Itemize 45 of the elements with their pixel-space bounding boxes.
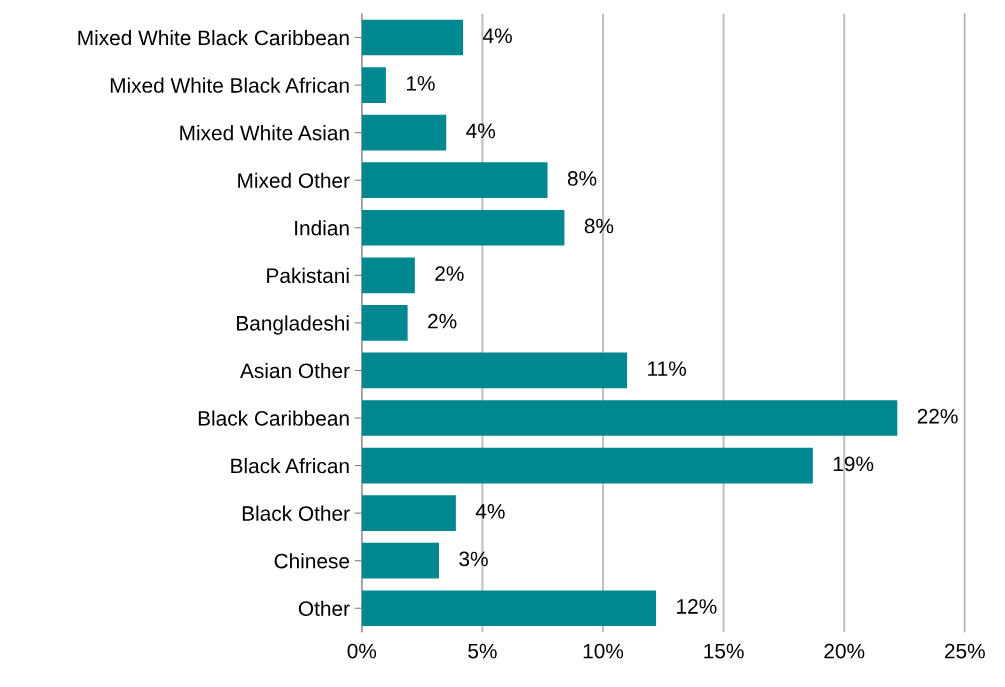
x-tick-label: 25% — [945, 643, 985, 659]
data-label: 4% — [466, 123, 496, 139]
data-label: 2% — [435, 266, 464, 281]
y-tick-label: Asian Other — [240, 362, 350, 379]
data-label: 1% — [406, 76, 435, 91]
data-label: 8% — [567, 171, 597, 186]
bar — [361, 495, 456, 531]
data-label: 3% — [459, 551, 488, 567]
y-tick-label: Pakistani — [267, 267, 349, 284]
y-tick-label: Black African — [231, 458, 349, 474]
data-label: 11% — [648, 361, 686, 376]
y-tick-label: Black Other — [242, 505, 350, 521]
bar — [361, 352, 628, 389]
data-label: 4% — [483, 28, 512, 44]
bar — [361, 400, 898, 436]
data-label: 4% — [475, 504, 505, 519]
x-tick-label: 10% — [583, 643, 624, 659]
y-tick-label: Chinese — [274, 553, 350, 569]
bar — [361, 447, 813, 484]
data-label: 2% — [428, 313, 457, 329]
y-tick-label: Mixed White Black African — [110, 77, 349, 93]
x-tick-label: 0% — [347, 643, 377, 659]
data-label: 19% — [833, 456, 874, 472]
y-tick-label: Mixed White Black Caribbean — [78, 29, 349, 46]
y-tick-label: Mixed Other — [238, 172, 350, 188]
bar — [361, 209, 565, 246]
bar — [361, 19, 464, 56]
y-tick-label: Mixed White Asian — [180, 125, 349, 141]
bar — [361, 67, 386, 103]
y-tick-label: Black Caribbean — [198, 410, 349, 426]
bar — [361, 590, 657, 627]
data-label: 12% — [677, 599, 717, 614]
bar — [361, 114, 447, 151]
bar — [361, 305, 408, 341]
bar — [361, 542, 439, 579]
x-tick-label: 15% — [704, 643, 744, 659]
bar — [361, 257, 415, 294]
data-label: 8% — [584, 218, 614, 234]
x-tick-label: 5% — [468, 643, 497, 659]
x-tick-label: 20% — [824, 643, 865, 659]
data-label: 22% — [917, 408, 958, 424]
y-tick-label: Indian — [295, 220, 349, 236]
y-tick-label: Other — [298, 600, 350, 617]
bar — [361, 162, 548, 199]
y-tick-label: Bangladeshi — [237, 315, 349, 335]
